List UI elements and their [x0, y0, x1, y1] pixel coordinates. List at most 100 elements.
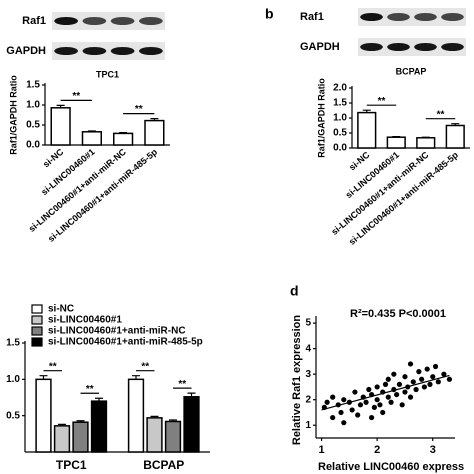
bar — [445, 124, 465, 149]
significance-label: ** — [72, 91, 80, 102]
blot-label: GAPDH — [300, 41, 340, 53]
error-bar — [169, 419, 177, 422]
x-tick-label: si-NC — [347, 149, 372, 172]
point — [380, 409, 386, 416]
point — [371, 404, 377, 410]
y-tick-label: 0.5 — [26, 120, 40, 131]
point — [432, 363, 439, 370]
legend-label: si-NC — [48, 304, 74, 315]
bar — [144, 119, 165, 146]
significance-label: ** — [141, 361, 149, 372]
y-tick-label: 1.0 — [26, 100, 40, 111]
significance-label: ** — [135, 104, 143, 115]
y-tick-label: 0.5 — [333, 128, 347, 139]
y-tick-label: 1 — [305, 420, 311, 431]
error-bar — [362, 109, 371, 113]
error-bar — [421, 136, 430, 138]
point — [407, 394, 414, 400]
blot-band — [414, 13, 437, 21]
point — [407, 361, 414, 367]
bar — [50, 107, 71, 146]
point — [357, 402, 364, 408]
point — [424, 366, 430, 372]
y-tick-label: 1.5 — [6, 338, 20, 349]
blot-band — [54, 17, 78, 25]
error-bar — [392, 136, 401, 138]
point — [402, 389, 408, 395]
blot-label: Raf1 — [22, 15, 46, 27]
bar — [416, 137, 436, 149]
blot-band — [54, 47, 78, 55]
point — [394, 391, 400, 398]
error-bar — [39, 375, 48, 380]
y-axis-label: Raf1/GAPDH Ratio — [316, 78, 326, 158]
point — [349, 407, 355, 413]
blot-band — [110, 17, 135, 25]
y-tick-label: 2.0 — [333, 83, 347, 94]
y-tick-label: 1.5 — [333, 98, 347, 109]
point — [430, 374, 436, 380]
bar — [35, 378, 52, 453]
point — [355, 412, 361, 418]
error-bar — [150, 415, 159, 418]
blot-band — [110, 47, 135, 55]
blot-label: GAPDH — [6, 45, 46, 57]
x-tick-label: 2 — [374, 444, 380, 456]
significance-label: ** — [378, 96, 386, 107]
bar — [127, 378, 145, 453]
legend-swatch — [31, 337, 43, 347]
chart-title: TPC1 — [96, 69, 119, 79]
point — [330, 394, 336, 400]
y-tick-label: 2 — [305, 394, 311, 405]
point — [385, 394, 391, 400]
y-tick-label: 3 — [305, 369, 311, 380]
y-tick-label: 1.0 — [6, 374, 20, 385]
bar — [81, 131, 102, 146]
point — [341, 397, 347, 403]
legend-label: si-LINC00460#1 — [48, 315, 122, 326]
point — [416, 369, 422, 375]
legend-swatch — [31, 315, 43, 325]
legend-label: si-LINC00460#1+anti-miR-NC — [48, 326, 186, 337]
legend-label: si-LINC00460#1+anti-miR-485-5p — [48, 337, 203, 348]
x-axis-label: Relative LINC00460 express — [318, 461, 464, 473]
y-axis-label: Relative Raf1 expression — [291, 315, 303, 446]
bar — [146, 417, 163, 453]
point — [427, 381, 433, 387]
blot-band — [360, 13, 383, 21]
y-tick-label: 4 — [305, 343, 311, 354]
point — [413, 386, 419, 393]
point — [391, 371, 397, 377]
y-axis-label: Raf1/GAPDH Ratio — [8, 75, 18, 155]
point — [441, 371, 447, 377]
point — [382, 381, 389, 387]
point — [341, 420, 347, 426]
x-tick-label: TPC1 — [56, 458, 87, 472]
error-bar — [119, 132, 128, 134]
point — [421, 384, 428, 390]
point — [402, 374, 408, 380]
bar — [72, 421, 89, 453]
x-tick-label: si-NC — [41, 146, 66, 169]
error-bar — [56, 104, 65, 108]
error-bar — [187, 392, 196, 397]
bar — [183, 396, 200, 453]
error-bar — [132, 375, 140, 380]
point — [369, 414, 375, 421]
blot-band — [387, 13, 410, 21]
point — [338, 409, 344, 416]
y-tick-label: 5 — [305, 318, 311, 329]
blot-background — [52, 42, 165, 60]
point — [396, 381, 402, 387]
point — [374, 397, 380, 403]
y-tick-label: 1.5 — [26, 80, 40, 91]
y-tick-label: 0.0 — [333, 143, 347, 154]
error-bar — [58, 423, 66, 426]
x-tick-label: si-LINC00460#1 — [39, 147, 96, 197]
blot-band — [82, 17, 107, 25]
error-bar — [87, 130, 96, 132]
y-tick-label: 0.0 — [26, 140, 40, 151]
point — [399, 402, 405, 408]
blot-band — [441, 43, 464, 51]
